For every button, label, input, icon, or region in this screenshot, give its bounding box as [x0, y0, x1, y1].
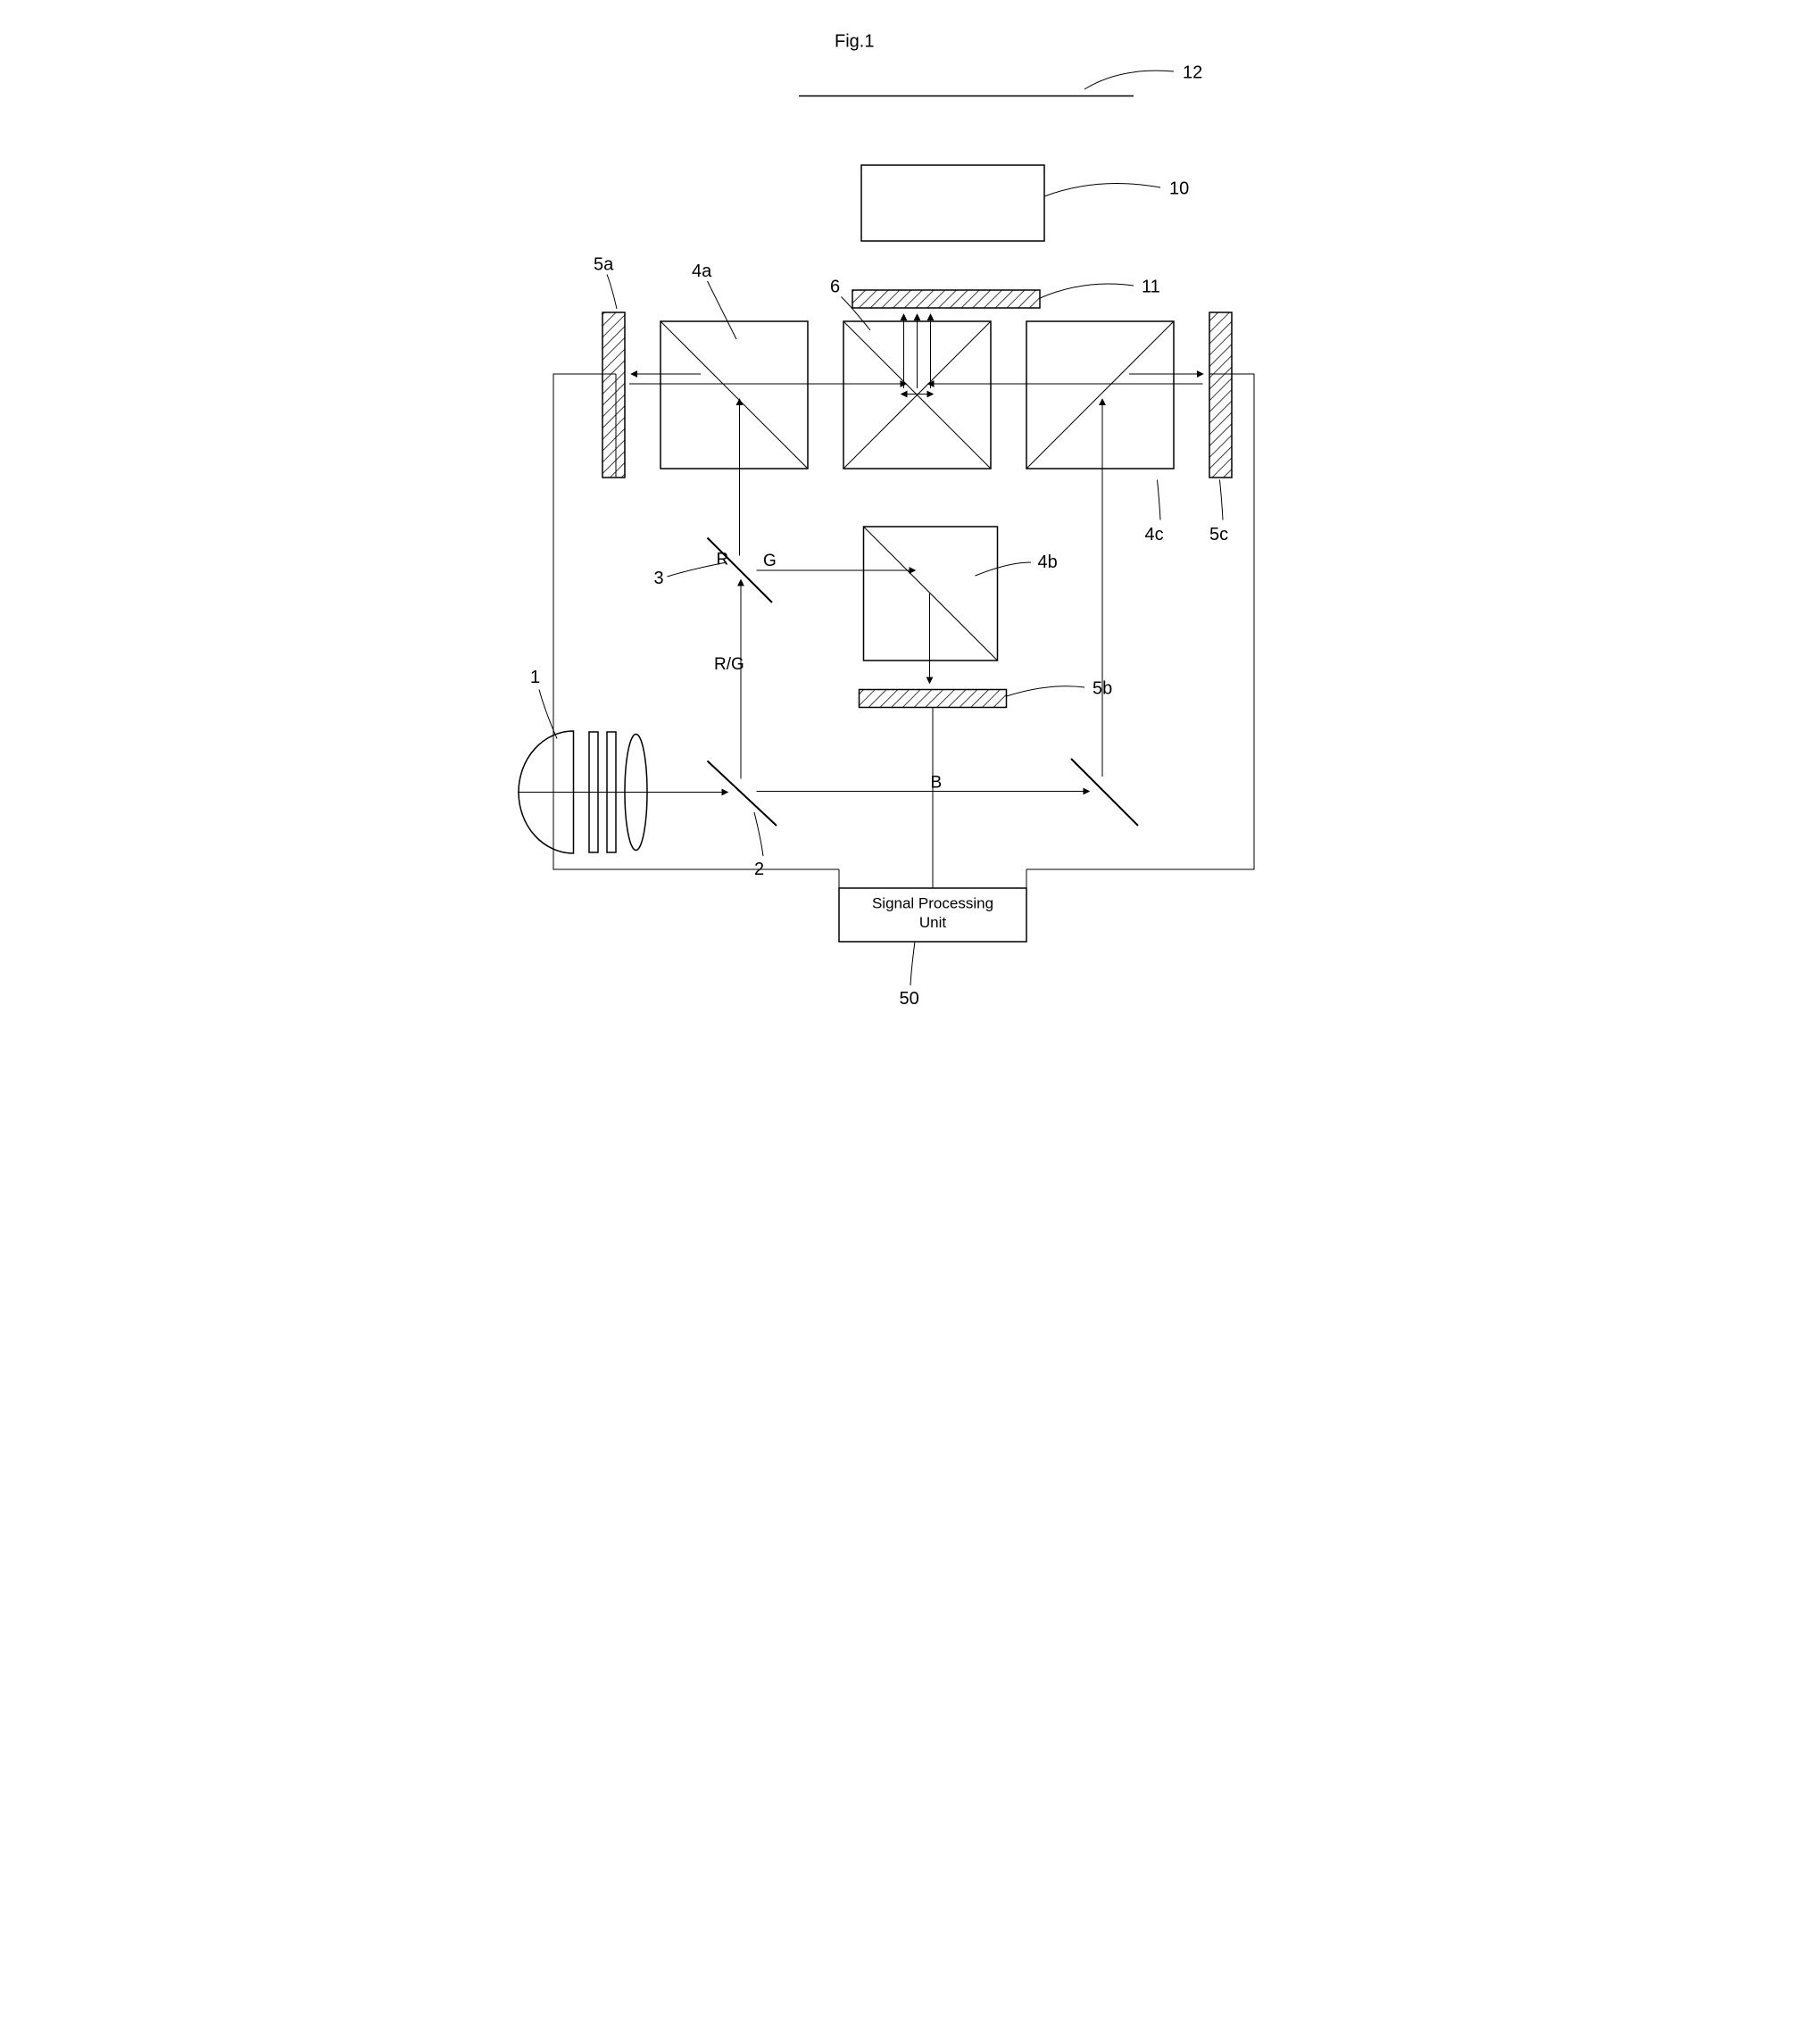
ref-2: 2 [754, 860, 764, 879]
mirror-2 [708, 761, 777, 827]
ref-4a: 4a [692, 262, 712, 281]
leaders: 12 10 11 5a 4a 6 4c 5c 4b 5b 3 2 1 50 [530, 63, 1228, 1010]
path-label-r: R [717, 551, 729, 569]
panel-5b [860, 690, 1007, 708]
projection-lens [861, 165, 1044, 241]
ref-5b: 5b [1093, 679, 1112, 699]
pbs-4a [661, 321, 808, 469]
ref-3: 3 [654, 569, 664, 588]
path-label-g: G [763, 552, 777, 570]
ref-4c: 4c [1145, 525, 1164, 544]
ref-4b: 4b [1038, 553, 1058, 572]
ref-50: 50 [900, 989, 919, 1009]
panel-5a [602, 312, 625, 478]
ref-11: 11 [1142, 278, 1160, 297]
signal-processing-unit: Signal Processing Unit [839, 888, 1026, 942]
panel-5c [1209, 312, 1232, 478]
ref-12: 12 [1183, 63, 1202, 83]
system-border [553, 374, 1254, 869]
ref-5a: 5a [594, 255, 614, 275]
path-label-rg: R/G [714, 655, 744, 674]
ref-10: 10 [1169, 179, 1189, 199]
ref-5c: 5c [1209, 525, 1228, 544]
spu-label-line2: Unit [919, 914, 947, 931]
ref-1: 1 [530, 668, 540, 687]
pbs-4b [864, 527, 998, 661]
figure-title: Fig.1 [835, 32, 874, 52]
spu-label-line1: Signal Processing [872, 895, 993, 912]
diagram-canvas: Fig.1 [451, 0, 1352, 1022]
mirror-right [1071, 759, 1138, 826]
path-label-b: B [931, 774, 943, 793]
analyzer-plate [852, 290, 1040, 308]
ref-6: 6 [830, 278, 840, 297]
pbs-4c [1026, 321, 1174, 469]
